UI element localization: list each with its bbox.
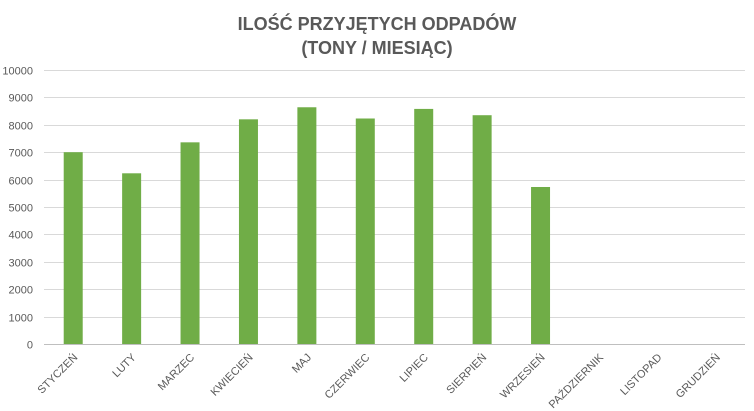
bar xyxy=(180,142,200,344)
y-tick-label: 10000 xyxy=(2,66,33,78)
bar xyxy=(472,115,492,345)
x-tick-label: KWIECIEŃ xyxy=(208,351,256,399)
gridlines xyxy=(44,70,745,345)
y-tick-label: 1000 xyxy=(9,313,33,325)
bar xyxy=(531,186,551,344)
x-tick-label: STYCZEŃ xyxy=(35,351,81,397)
y-tick-label: 8000 xyxy=(9,121,33,133)
y-tick-label: 3000 xyxy=(9,258,33,270)
x-tick-label: PAŹDZIERNIK xyxy=(546,350,607,411)
x-tick-label: GRUDZIEŃ xyxy=(673,351,723,401)
bar xyxy=(122,173,142,344)
bar xyxy=(355,118,375,344)
x-tick-label: LISTOPAD xyxy=(618,352,664,398)
x-tick-label: LUTY xyxy=(110,351,139,380)
x-tick-label: MAJ xyxy=(290,352,314,376)
bar xyxy=(297,107,317,344)
y-tick-label: 2000 xyxy=(9,285,33,297)
y-tick-label: 5000 xyxy=(9,203,33,215)
y-tick-label: 6000 xyxy=(9,176,33,188)
x-tick-label: CZERWIEC xyxy=(323,352,373,402)
x-tick-label: LIPIEC xyxy=(398,352,431,385)
x-tick-label: MARZEC xyxy=(156,352,197,393)
y-tick-label: 0 xyxy=(27,340,33,352)
x-tick-label: WRZESIEŃ xyxy=(497,351,547,401)
y-tick-label: 4000 xyxy=(9,230,33,242)
chart-title-line-2: (TONY / MIESIĄC) xyxy=(301,38,452,58)
bar xyxy=(63,152,83,344)
x-tick-label: SIERPIEŃ xyxy=(444,351,490,397)
y-axis-tick-labels: 0 1000 2000 3000 4000 5000 6000 7000 8000 9000 100… xyxy=(2,66,33,352)
y-tick-label: 7000 xyxy=(9,148,33,160)
chart-title-line-1: ILOŚĆ PRZYJĘTYCH ODPADÓW xyxy=(238,13,517,34)
bars xyxy=(63,107,551,345)
y-tick-label: 9000 xyxy=(9,93,33,105)
bar xyxy=(238,119,258,344)
bar xyxy=(414,108,434,345)
x-axis-tick-labels: STYCZEŃ LUTY MARZEC KWIECIEŃ MAJ CZERWIEC LIPI… xyxy=(35,350,723,411)
